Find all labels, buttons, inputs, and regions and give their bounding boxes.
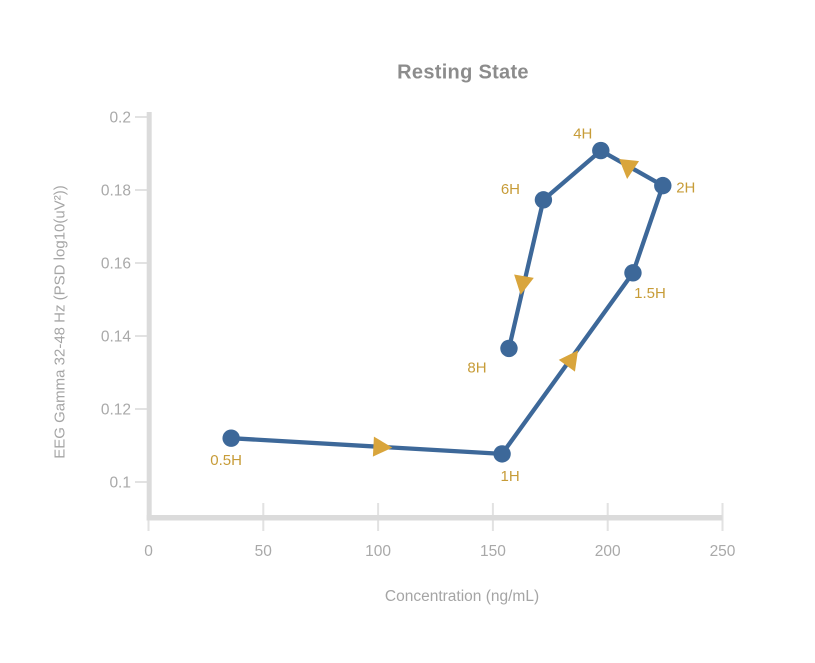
point-label-2H: 2H <box>676 180 695 197</box>
direction-arrow-icon <box>514 274 534 295</box>
point-label-4H: 4H <box>573 126 592 143</box>
series-line <box>229 148 665 457</box>
point-label-0.5H: 0.5H <box>210 452 242 469</box>
y-tick-label: 0.16 <box>101 256 131 273</box>
x-tick-label: 150 <box>480 543 506 560</box>
data-point-2H <box>654 176 672 195</box>
data-point-6H <box>534 191 553 209</box>
x-tick-label: 100 <box>365 543 391 560</box>
point-label-6H: 6H <box>501 181 520 198</box>
direction-arrow-icon <box>558 350 579 372</box>
point-label-8H: 8H <box>467 359 486 376</box>
direction-arrow-icon <box>619 158 640 179</box>
data-point-1H <box>493 445 511 463</box>
y-tick-label: 0.1 <box>109 475 131 492</box>
chart-title: Resting State <box>397 61 529 84</box>
data-point-0.5H <box>222 429 240 447</box>
direction-arrow-icon <box>372 436 393 457</box>
point-label-1.5H: 1.5H <box>634 285 666 302</box>
y-tick-label: 0.12 <box>101 402 131 419</box>
x-tick-label: 250 <box>710 543 736 560</box>
y-tick-label: 0.18 <box>101 183 131 200</box>
x-axis-title: Concentration (ng/mL) <box>384 588 540 605</box>
x-tick-label: 0 <box>144 543 153 560</box>
point-label-1H: 1H <box>500 468 519 485</box>
data-point-8H <box>500 339 518 358</box>
y-tick-label: 0.2 <box>109 110 131 127</box>
x-tick-label: 50 <box>255 543 273 560</box>
y-tick-label: 0.14 <box>101 329 132 346</box>
data-point-4H <box>592 141 610 160</box>
x-tick-label: 200 <box>595 543 621 560</box>
data-point-1.5H <box>624 264 642 282</box>
